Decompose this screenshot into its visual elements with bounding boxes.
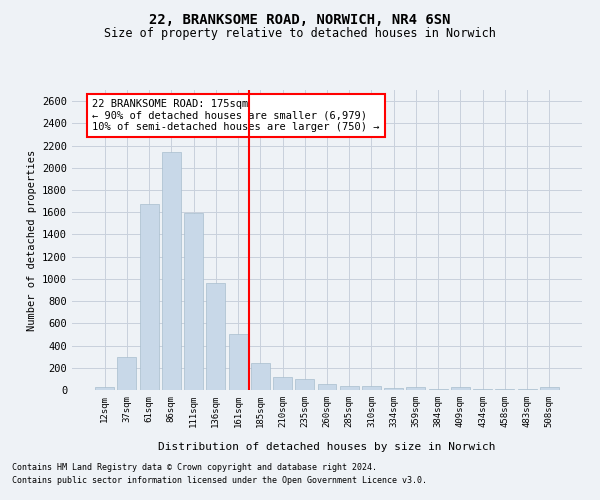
- Text: Contains public sector information licensed under the Open Government Licence v3: Contains public sector information licen…: [12, 476, 427, 485]
- Bar: [362, 386, 381, 390]
- Bar: [295, 379, 314, 390]
- Bar: [162, 152, 181, 390]
- Text: Size of property relative to detached houses in Norwich: Size of property relative to detached ho…: [104, 28, 496, 40]
- Text: 22, BRANKSOME ROAD, NORWICH, NR4 6SN: 22, BRANKSOME ROAD, NORWICH, NR4 6SN: [149, 12, 451, 26]
- Text: 22 BRANKSOME ROAD: 175sqm
← 90% of detached houses are smaller (6,979)
10% of se: 22 BRANKSOME ROAD: 175sqm ← 90% of detac…: [92, 99, 380, 132]
- Bar: [229, 334, 248, 390]
- Bar: [273, 376, 292, 390]
- Y-axis label: Number of detached properties: Number of detached properties: [26, 150, 37, 330]
- Text: Distribution of detached houses by size in Norwich: Distribution of detached houses by size …: [158, 442, 496, 452]
- Bar: [406, 386, 425, 390]
- Bar: [340, 386, 359, 390]
- Bar: [384, 388, 403, 390]
- Text: Contains HM Land Registry data © Crown copyright and database right 2024.: Contains HM Land Registry data © Crown c…: [12, 464, 377, 472]
- Bar: [140, 204, 158, 390]
- Bar: [540, 387, 559, 390]
- Bar: [118, 356, 136, 390]
- Bar: [251, 363, 270, 390]
- Bar: [184, 214, 203, 390]
- Bar: [95, 387, 114, 390]
- Bar: [206, 284, 225, 390]
- Bar: [317, 384, 337, 390]
- Bar: [451, 387, 470, 390]
